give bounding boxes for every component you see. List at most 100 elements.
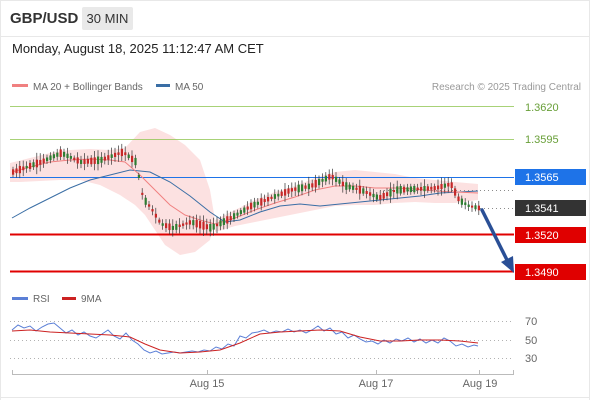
candle-body	[127, 154, 130, 159]
candle-body	[423, 185, 426, 192]
candle-body	[182, 223, 185, 226]
candle-body	[100, 156, 103, 163]
candle-body	[386, 192, 389, 197]
candle-body	[307, 183, 310, 190]
candle-body	[151, 209, 154, 212]
candle-body	[280, 191, 283, 196]
level-label-1.3520: 1.3520	[525, 230, 559, 242]
candle-body	[454, 188, 457, 196]
candle-body	[29, 162, 32, 169]
candle-body	[80, 160, 83, 164]
candle-body	[192, 220, 195, 226]
candle-body	[93, 157, 96, 164]
candle-body	[382, 192, 385, 199]
level-label-1.3620: 1.3620	[525, 102, 559, 114]
candle-body	[352, 185, 355, 190]
candle-body	[250, 202, 253, 210]
candle-body	[199, 220, 202, 229]
x-axis: Aug 15 Aug 17 Aug 19	[12, 370, 514, 390]
candle-body	[256, 201, 259, 205]
candle-body	[358, 185, 361, 194]
candle-body	[236, 212, 239, 216]
ma50-line	[11, 169, 479, 223]
candle-body	[284, 189, 287, 196]
rsi-ma-legend-swatch	[62, 297, 76, 300]
candle-body	[35, 159, 38, 168]
candle-body	[185, 222, 188, 225]
x-label-aug17: Aug 17	[359, 378, 394, 390]
candle-body	[348, 184, 351, 190]
candle-body	[168, 223, 171, 231]
candle-body	[420, 186, 423, 191]
candle-body	[450, 182, 453, 189]
candle-body	[443, 183, 446, 188]
ma20-legend-swatch	[12, 84, 28, 87]
level-label-1.3490: 1.3490	[525, 267, 559, 279]
candle-body	[273, 194, 276, 199]
candle-body	[365, 191, 368, 194]
candle-body	[338, 179, 341, 184]
arrow-head-icon	[501, 256, 514, 273]
candle-body	[103, 156, 106, 161]
rsi-level-50-label: 50	[525, 335, 537, 347]
candle-body	[178, 224, 181, 228]
candle-body	[165, 223, 168, 229]
candle-body	[158, 219, 161, 223]
candle-body	[314, 179, 317, 188]
candle-body	[239, 210, 242, 215]
candle-body	[379, 194, 382, 200]
forecast-arrow	[480, 208, 514, 273]
candle-body	[205, 224, 208, 230]
currency-pair-title: GBP/USD	[10, 10, 79, 27]
candle-body	[399, 186, 402, 194]
title-bar: GBP/USD 30 MIN	[0, 0, 590, 36]
candle-body	[73, 157, 76, 161]
rsi-ma-line	[11, 329, 479, 354]
candle-body	[154, 213, 157, 218]
candle-body	[396, 186, 399, 194]
main-legend: MA 20 + Bollinger Bands MA 50 Research ©…	[12, 82, 581, 93]
candle-body	[59, 149, 62, 157]
rsi-level-70-label: 70	[525, 316, 537, 328]
candle-body	[430, 186, 433, 190]
rsi-ma-legend-label: 9MA	[81, 294, 102, 305]
candle-body	[263, 199, 266, 203]
bollinger-band	[10, 128, 478, 255]
candle-body	[403, 186, 406, 193]
candle-body	[311, 183, 314, 188]
candle-body	[467, 204, 470, 207]
candle-body	[137, 174, 140, 178]
candle-body	[90, 157, 93, 165]
candle-body	[107, 155, 110, 160]
candle-body	[56, 152, 59, 157]
rsi-line	[11, 322, 479, 355]
candle-body	[290, 188, 293, 192]
candle-body	[226, 216, 229, 224]
candle-body	[83, 159, 86, 164]
candle-body	[474, 205, 477, 210]
candle-body	[335, 176, 338, 182]
candle-body	[110, 154, 113, 158]
candle-body	[345, 182, 348, 190]
candle-body	[392, 190, 395, 193]
candle-body	[175, 224, 178, 230]
candle-body	[277, 193, 280, 197]
rsi-level-30-label: 30	[525, 353, 537, 365]
candle-body	[409, 186, 412, 193]
last-price-label: 1.3541	[525, 203, 559, 215]
level-box-1.3520	[515, 227, 586, 243]
candle-body	[18, 165, 21, 174]
timeframe-badge[interactable]: 30 MIN	[82, 7, 133, 30]
candle-body	[39, 159, 42, 165]
candle-body	[171, 225, 174, 230]
candle-body	[233, 213, 236, 220]
candle-body	[369, 192, 372, 196]
candle-body	[22, 166, 25, 171]
candle-body	[212, 223, 215, 230]
rsi-legend-swatch	[12, 297, 28, 300]
candle-body	[416, 187, 419, 191]
level-box-1.3490	[515, 264, 586, 280]
candle-body	[114, 152, 117, 157]
